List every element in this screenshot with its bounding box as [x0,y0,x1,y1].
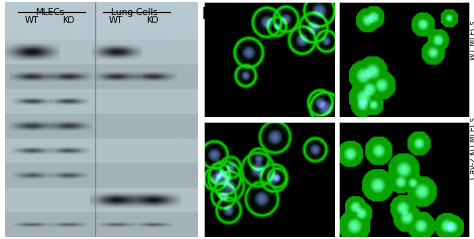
Text: KO: KO [62,16,74,25]
Title: VE-cadherin: VE-cadherin [240,0,299,2]
Text: WT: WT [25,16,39,25]
Text: WT: WT [109,16,123,25]
Y-axis label: WT MLECs: WT MLECs [469,20,474,60]
Text: MLECs: MLECs [35,8,64,17]
Y-axis label: Cav-2 KO MLECs: Cav-2 KO MLECs [469,117,474,179]
Text: B: B [201,7,213,22]
Title: vWF: vWF [393,0,414,2]
Text: KO: KO [146,16,159,25]
Text: Lung Cells: Lung Cells [111,8,158,17]
